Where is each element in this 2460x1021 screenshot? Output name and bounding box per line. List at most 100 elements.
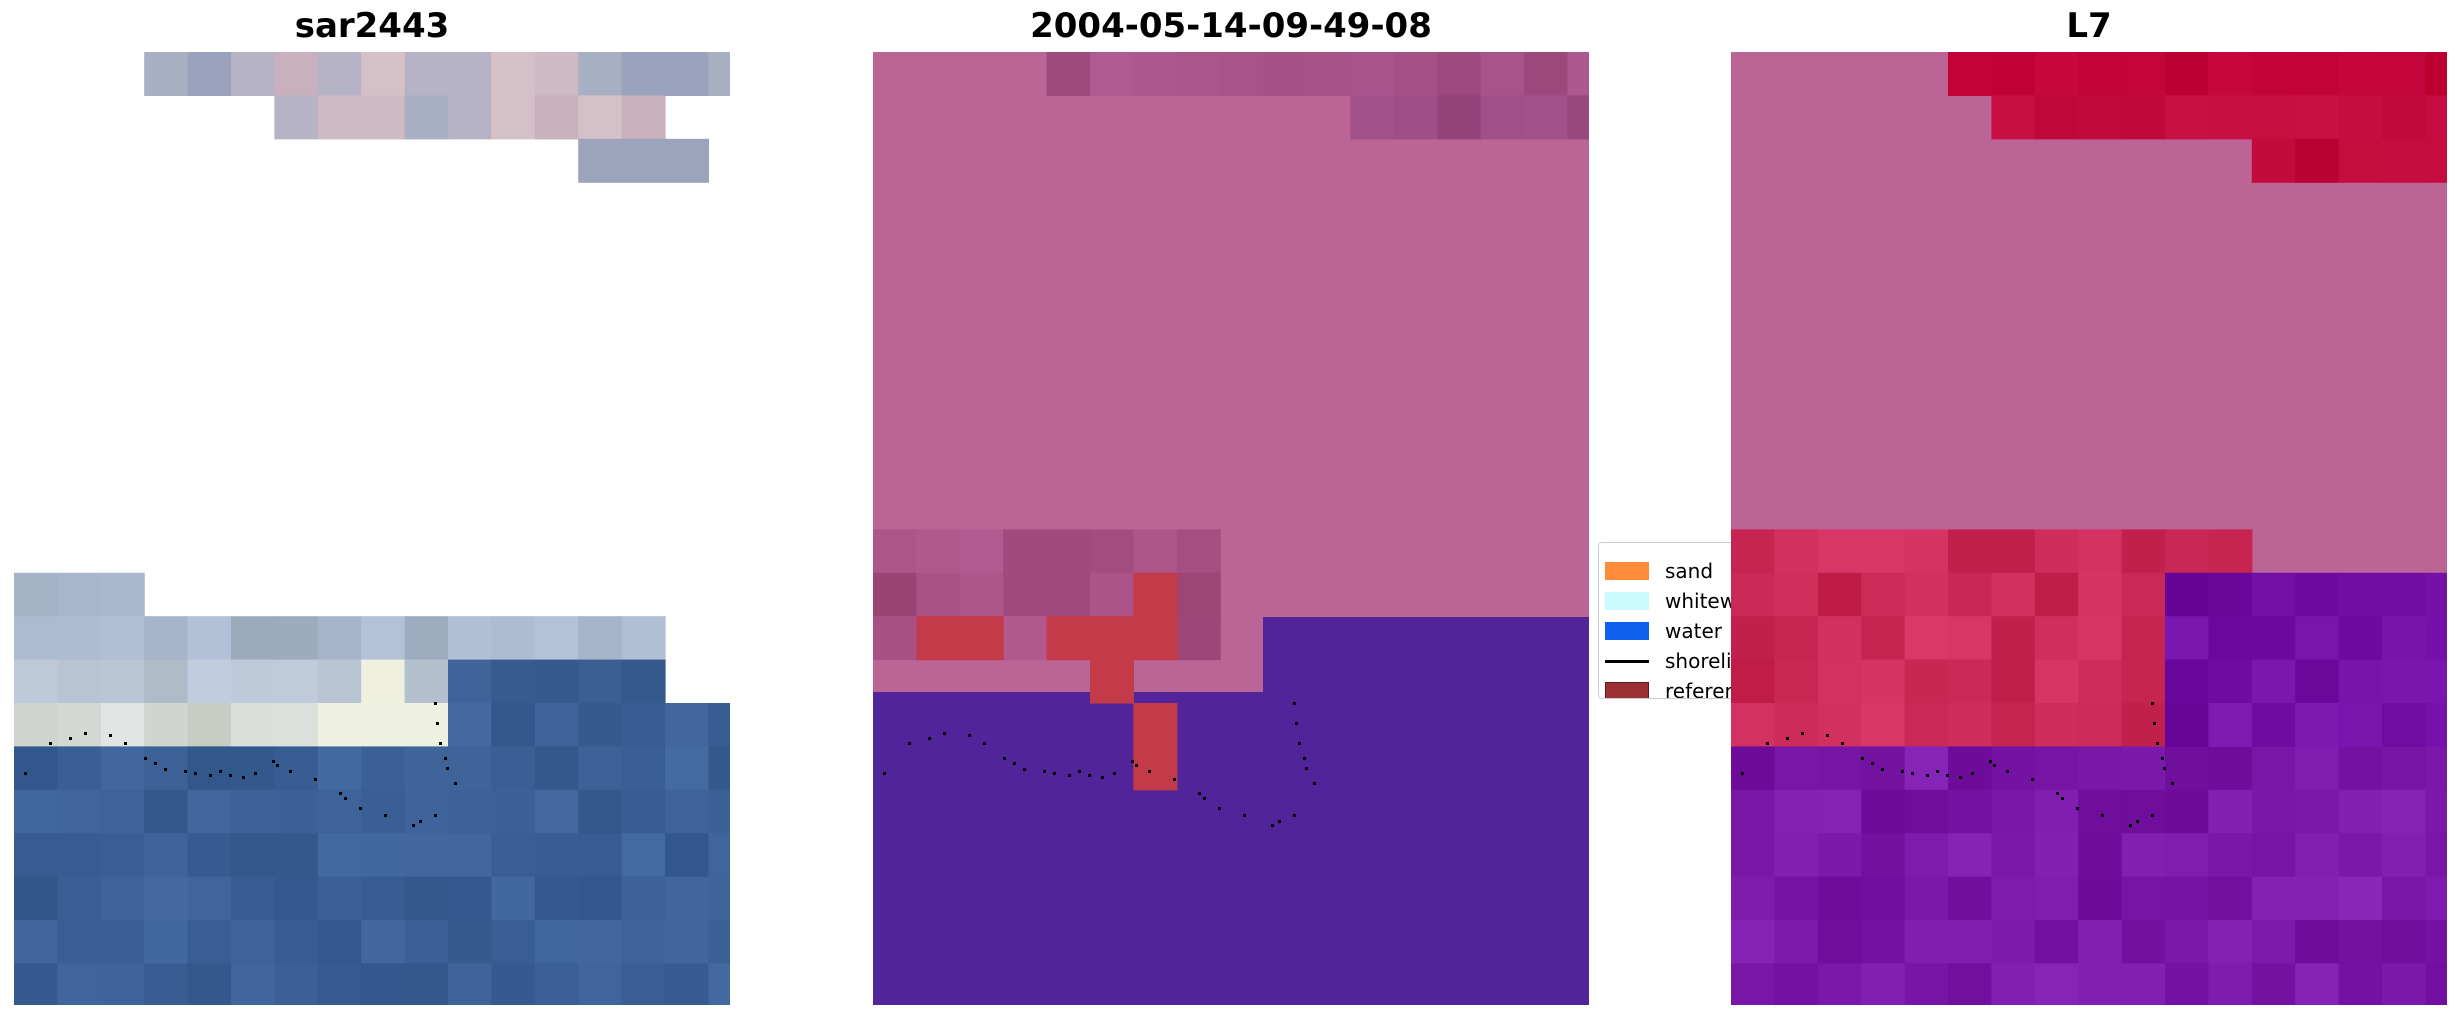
shoreline-point (1023, 768, 1026, 771)
panel-title-l7: L7 (2066, 6, 2112, 46)
detected-shoreline-points (1741, 702, 2174, 827)
l7-index-panel (1731, 52, 2447, 1005)
shoreline-point (1293, 702, 1296, 705)
legend-item-sand: sand (1605, 557, 1713, 585)
shoreline-point (359, 807, 362, 810)
shoreline-point (1295, 722, 1298, 725)
shoreline-point (446, 767, 449, 770)
shoreline-point (1786, 737, 1789, 740)
classification-pixel-grid (873, 52, 1589, 1005)
shoreline-point (1881, 768, 1884, 771)
shoreline-point (908, 742, 911, 745)
shoreline-point (2006, 770, 2009, 773)
shoreline-point (69, 737, 72, 740)
legend-label: water (1665, 619, 1722, 643)
shoreline-point (2129, 824, 2132, 827)
shoreline-point (1088, 774, 1091, 777)
shoreline-point (229, 774, 232, 777)
shoreline-point (272, 760, 275, 763)
shoreline-point (1841, 742, 1844, 745)
detected-shoreline-points (24, 702, 457, 827)
shoreline-point (1298, 742, 1301, 745)
shoreline-point (968, 734, 971, 737)
reference-shoreline-swatch (1605, 682, 1649, 698)
shoreline-point (124, 742, 127, 745)
shoreline-point (1113, 772, 1116, 775)
shoreline-point (1068, 774, 1071, 777)
shoreline-point (1801, 732, 1804, 735)
shoreline-point (1305, 767, 1308, 770)
shoreline-point (2156, 742, 2159, 745)
shoreline-point (289, 770, 292, 773)
shoreline-point (434, 702, 437, 705)
classification-panel (873, 52, 1589, 1005)
shoreline-line-swatch (1605, 659, 1649, 663)
shoreline-point (84, 732, 87, 735)
shoreline-point (434, 814, 437, 817)
shoreline-point (164, 768, 167, 771)
legend-label: sand (1665, 559, 1714, 583)
shoreline-point (2136, 820, 2139, 823)
shoreline-point (1741, 772, 1744, 775)
shoreline-point (1278, 820, 1281, 823)
whitewater-swatch (1605, 592, 1649, 610)
shoreline-point (254, 772, 257, 775)
shoreline-point (1293, 814, 1296, 817)
shoreline-point (1826, 734, 1829, 737)
shoreline-point (1766, 742, 1769, 745)
shoreline-point (1148, 770, 1151, 773)
shoreline-point (419, 820, 422, 823)
shoreline-point (2161, 757, 2164, 760)
shoreline-point (1043, 770, 1046, 773)
shoreline-point (1911, 772, 1914, 775)
shoreline-point (1901, 770, 1904, 773)
shoreline-point (1861, 757, 1864, 760)
shoreline-point (2056, 792, 2059, 795)
rgb-image-panel (14, 52, 730, 1005)
shoreline-point (1135, 764, 1138, 767)
shoreline-point (339, 792, 342, 795)
shoreline-point (2151, 702, 2154, 705)
shoreline-point (2153, 722, 2156, 725)
shoreline-point (1959, 776, 1962, 779)
shoreline-point (1271, 824, 1274, 827)
l7-pixel-grid (1731, 52, 2447, 1005)
shoreline-point (314, 778, 317, 781)
shoreline-point (444, 757, 447, 760)
shoreline-point (883, 772, 886, 775)
shoreline-point (24, 772, 27, 775)
water-swatch (1605, 622, 1649, 640)
shoreline-point (1989, 760, 1992, 763)
shoreline-point (2171, 782, 2174, 785)
shoreline-point (194, 772, 197, 775)
shoreline-point (1243, 814, 1246, 817)
shoreline-point (983, 742, 986, 745)
shoreline-point (1313, 782, 1316, 785)
shoreline-point (1003, 757, 1006, 760)
shoreline-point (412, 824, 415, 827)
shoreline-point (276, 764, 279, 767)
shoreline-point (1101, 776, 1104, 779)
shoreline-point (2061, 797, 2064, 800)
shoreline-point (209, 774, 212, 777)
shoreline-point (943, 732, 946, 735)
shoreline-point (436, 722, 439, 725)
shoreline-point (1173, 778, 1176, 781)
shoreline-point (109, 734, 112, 737)
shoreline-point (242, 776, 245, 779)
shoreline-point (1131, 760, 1134, 763)
rgb-pixel-grid (14, 52, 730, 1005)
shoreline-point (2101, 814, 2104, 817)
shoreline-point (1303, 757, 1306, 760)
panel-title-classification: 2004-05-14-09-49-08 (1030, 6, 1432, 46)
shoreline-point (1936, 770, 1939, 773)
panel-title-rgb: sar2443 (294, 6, 450, 46)
shoreline-point (1013, 762, 1016, 765)
shoreline-point (2163, 767, 2166, 770)
shoreline-point (154, 762, 157, 765)
legend-item-water: water (1605, 617, 1722, 645)
shoreline-point (144, 757, 147, 760)
shoreline-point (1078, 770, 1081, 773)
shoreline-point (1926, 774, 1929, 777)
shoreline-point (928, 737, 931, 740)
